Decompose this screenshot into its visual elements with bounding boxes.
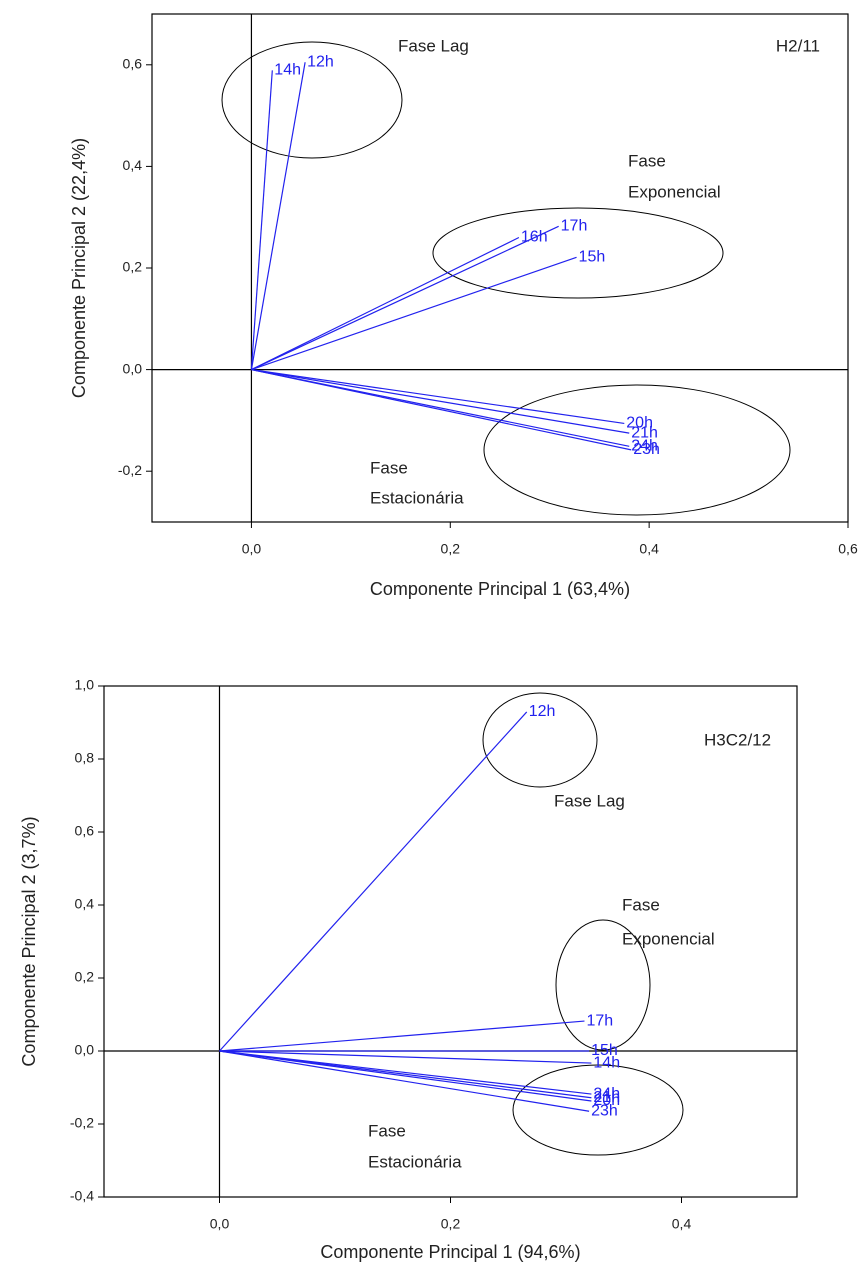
vector-label: 20h <box>626 415 653 432</box>
vector-label: 21h <box>593 1089 620 1106</box>
vector-label: 24h <box>631 438 658 455</box>
y-tick-label: 0,8 <box>75 750 95 766</box>
vector-label: 14h <box>274 62 301 79</box>
loading-vector <box>219 1050 592 1064</box>
x-axis-title: Componente Principal 1 (94,6%) <box>320 1242 580 1262</box>
y-tick-label: 1,0 <box>75 677 95 693</box>
y-tick-label: 0,2 <box>123 259 143 275</box>
y-tick-label: 0,4 <box>123 157 143 173</box>
x-tick-label: 0,2 <box>441 541 461 557</box>
x-tick-label: 0,2 <box>441 1216 461 1232</box>
loading-vector <box>250 62 306 370</box>
phase-ellipse <box>555 919 651 1051</box>
loading-vector <box>250 70 273 370</box>
phase-ellipse <box>221 41 403 159</box>
vector-label: 23h <box>633 441 660 458</box>
annotation: Fase <box>622 895 660 914</box>
annotation: Fase Lag <box>554 791 625 810</box>
plot-frame <box>151 13 849 523</box>
loading-vector <box>251 369 625 425</box>
x-tick-label: 0,4 <box>672 1216 692 1232</box>
x-axis-title: Componente Principal 1 (63,4%) <box>370 579 630 599</box>
x-tick-label: 0,0 <box>210 1216 230 1232</box>
vector-label: 15h <box>579 249 606 266</box>
y-tick-label: -0,2 <box>118 462 142 478</box>
vector-label: 21h <box>631 424 658 441</box>
loading-vector <box>219 1050 590 1112</box>
vector-label: 15h <box>591 1042 618 1059</box>
vector-label: 24h <box>593 1085 620 1102</box>
y-tick-label: 0,0 <box>75 1042 95 1058</box>
vector-label: 23h <box>591 1102 618 1119</box>
annotation: Fase <box>628 151 666 170</box>
phase-ellipse <box>483 384 791 516</box>
annotation: Estacionária <box>368 1152 462 1171</box>
loading-vector <box>219 1050 592 1095</box>
loading-vector <box>219 711 528 1052</box>
vector-label: 17h <box>586 1012 613 1029</box>
vector-label: 20h <box>593 1092 620 1109</box>
y-tick-label: 0,2 <box>75 969 95 985</box>
x-tick-label: 0,0 <box>242 541 262 557</box>
loading-vector <box>251 256 577 371</box>
x-tick-label: 0,4 <box>639 541 659 557</box>
loading-vector <box>251 369 632 451</box>
annotation: Fase <box>370 458 408 477</box>
vector-label: 12h <box>307 53 334 70</box>
loading-vector <box>219 1020 585 1052</box>
vector-label: 14h <box>593 1054 620 1071</box>
y-axis-title: Componente Principal 2 (22,4%) <box>69 138 89 398</box>
y-tick-label: 0,6 <box>75 823 95 839</box>
phase-ellipse <box>432 207 724 299</box>
annotation: H2/11 <box>776 36 820 55</box>
annotation: Estacionária <box>370 488 464 507</box>
y-tick-label: -0,4 <box>70 1188 94 1204</box>
y-axis-title: Componente Principal 2 (3,7%) <box>19 816 39 1066</box>
vector-label: 17h <box>561 218 588 235</box>
y-tick-label: 0,4 <box>75 896 95 912</box>
loading-vector <box>251 225 559 371</box>
loading-vector <box>219 1050 592 1102</box>
x-tick-label: 0,6 <box>838 541 858 557</box>
annotation: H3C2/12 <box>704 730 771 749</box>
annotation: Fase Lag <box>398 36 469 55</box>
loading-vector <box>251 236 520 371</box>
loading-vector <box>251 369 630 434</box>
y-tick-label: 0,0 <box>123 360 143 376</box>
annotation: Fase <box>368 1121 406 1140</box>
y-tick-label: 0,6 <box>123 56 143 72</box>
y-tick-label: -0,2 <box>70 1115 94 1131</box>
phase-ellipse <box>482 692 598 788</box>
vector-label: 12h <box>529 703 556 720</box>
annotation: Exponencial <box>628 182 721 201</box>
phase-ellipse <box>512 1064 684 1156</box>
annotation: Exponencial <box>622 929 715 948</box>
